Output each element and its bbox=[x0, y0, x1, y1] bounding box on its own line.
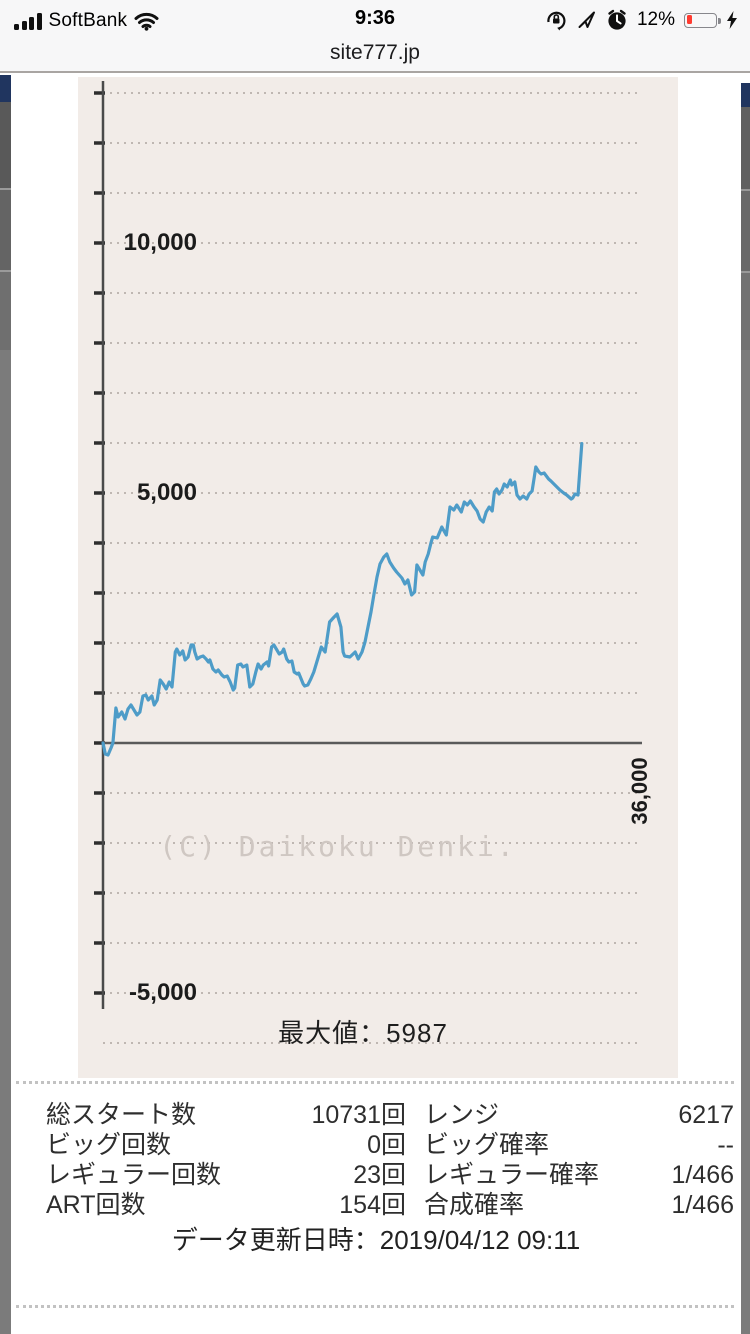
y-tick-10000: 10,000 bbox=[123, 229, 197, 256]
stat-value: 10731回 bbox=[311, 1101, 406, 1129]
stat-value: 154回 bbox=[339, 1191, 406, 1219]
url-field[interactable]: site777.jp bbox=[330, 41, 420, 64]
battery-percent-label: 12% bbox=[636, 9, 675, 30]
slump-chart-canvas bbox=[94, 81, 642, 1044]
stat-value: 1/466 bbox=[671, 1191, 734, 1219]
charging-bolt-icon bbox=[727, 11, 737, 29]
wifi-icon bbox=[134, 12, 159, 31]
stat-label: 合成確率 bbox=[424, 1191, 525, 1219]
slump-chart: 10,000 5,000 -5,000 36,000 (C) Daikoku D… bbox=[78, 77, 678, 1078]
page-content: 10,000 5,000 -5,000 36,000 (C) Daikoku D… bbox=[11, 75, 741, 1334]
status-right: 12% bbox=[544, 7, 738, 33]
stat-value: 23回 bbox=[353, 1161, 406, 1189]
table-row: ビッグ回数 0回 ビッグ確率 -- bbox=[11, 1125, 741, 1159]
orientation-lock-icon bbox=[547, 11, 566, 31]
status-bar: SoftBank 9:36 12 bbox=[0, 0, 750, 40]
battery-icon bbox=[684, 12, 721, 28]
status-time: 9:36 bbox=[354, 7, 396, 29]
stat-label: レンジ bbox=[424, 1101, 500, 1129]
stat-label: レギュラー確率 bbox=[424, 1161, 600, 1189]
data-updated-timestamp: データ更新日時：2019/04/12 09:11 bbox=[171, 1225, 581, 1255]
y-tick-neg5000: -5,000 bbox=[128, 979, 197, 1006]
page-edge-right bbox=[741, 75, 750, 1334]
x-axis-max-label: 36,000 bbox=[627, 757, 652, 825]
browser-chrome: SoftBank 9:36 12 bbox=[0, 0, 750, 73]
cell-signal-icon bbox=[14, 12, 42, 30]
table-row: 総スタート数 10731回 レンジ 6217 bbox=[11, 1095, 741, 1129]
divider-dotted-bottom bbox=[16, 1305, 734, 1308]
stat-value: 6217 bbox=[678, 1101, 734, 1129]
status-left: SoftBank bbox=[14, 8, 159, 34]
alarm-clock-icon bbox=[608, 9, 626, 30]
table-row: レギュラー回数 23回 レギュラー確率 1/466 bbox=[11, 1155, 741, 1189]
copyright-watermark: (C) Daikoku Denki. bbox=[159, 830, 517, 863]
stat-label: 総スタート数 bbox=[46, 1101, 197, 1129]
location-arrow-icon bbox=[578, 11, 595, 28]
page-edge-left bbox=[0, 75, 11, 1334]
max-value-caption: 最大値：5987 bbox=[278, 1018, 448, 1048]
table-row: ART回数 154回 合成確率 1/466 bbox=[11, 1185, 741, 1219]
stat-value: 0回 bbox=[367, 1131, 406, 1159]
divider-dotted-top bbox=[16, 1081, 734, 1084]
y-tick-5000: 5,000 bbox=[136, 479, 197, 506]
stat-value: -- bbox=[717, 1131, 734, 1159]
stat-label: ビッグ回数 bbox=[46, 1131, 172, 1159]
carrier-label: SoftBank bbox=[48, 10, 128, 31]
stat-value: 1/466 bbox=[671, 1161, 734, 1189]
stat-label: ビッグ確率 bbox=[424, 1131, 550, 1159]
stat-label: ART回数 bbox=[46, 1191, 146, 1219]
stats-table: 総スタート数 10731回 レンジ 6217 ビッグ回数 0回 ビッグ確率 --… bbox=[11, 1095, 741, 1219]
stat-label: レギュラー回数 bbox=[46, 1161, 222, 1189]
